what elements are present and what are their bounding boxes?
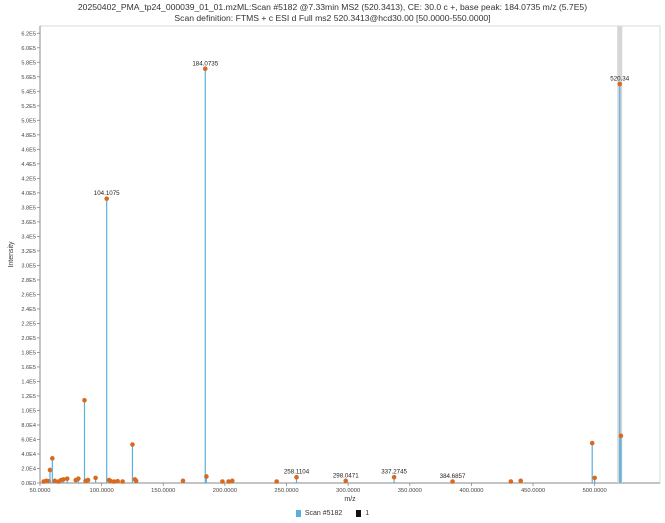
peak-marker	[76, 476, 81, 481]
y-tick-label: 3.8E5	[21, 206, 36, 212]
peak-marker	[226, 479, 231, 484]
peak-label: 104.1075	[94, 190, 120, 197]
legend-item-1[interactable]: 1	[356, 510, 369, 517]
peak-label: 337.2745	[381, 469, 407, 476]
title-line-1: 20250402_PMA_tp24_000039_01_01.mzML:Scan…	[77, 2, 588, 12]
y-tick-label: 3.6E5	[21, 220, 36, 226]
peak-marker	[589, 440, 595, 446]
peak-marker	[52, 478, 58, 484]
y-tick-label: 2.0E5	[21, 336, 36, 342]
peak-marker	[343, 478, 349, 484]
y-tick-label: 8.0E4	[21, 423, 36, 429]
y-tick-label: 4.8E5	[21, 133, 36, 139]
peak-marker	[180, 478, 186, 484]
legend-swatch-scan	[295, 510, 301, 517]
y-tick-label: 4.6E5	[21, 148, 36, 154]
peak-marker	[47, 467, 53, 473]
y-tick-label: 1.0E5	[21, 409, 36, 415]
y-tick-label: 5.2E5	[21, 104, 36, 110]
legend-label-scan: Scan #5182	[304, 510, 343, 517]
peak-marker	[617, 81, 623, 87]
peak-marker	[64, 476, 70, 481]
peak-marker	[85, 477, 91, 483]
peak-marker	[104, 196, 109, 201]
x-axis-title: m/z	[344, 496, 356, 503]
legend-item-scan[interactable]: Scan #5182	[295, 510, 343, 517]
peak-marker	[592, 475, 597, 481]
peak-label: 184.0735	[192, 60, 218, 67]
legend: Scan #5182 1	[0, 510, 665, 519]
peak-marker	[294, 474, 299, 480]
peak-marker	[93, 475, 98, 481]
peak-marker	[130, 442, 135, 447]
peak-marker	[115, 478, 120, 484]
plot-frame	[39, 25, 661, 484]
y-tick-label: 1.8E5	[21, 351, 36, 357]
y-tick-label: 1.2E5	[21, 394, 36, 400]
y-tick-label: 2.4E5	[21, 307, 36, 313]
peak-marker	[82, 398, 87, 403]
peak-marker	[107, 478, 113, 484]
legend-label-1: 1	[365, 510, 370, 517]
y-tick-label: 2.6E5	[21, 293, 36, 299]
y-tick-label: 4.0E4	[21, 452, 36, 458]
y-tick-label: 4.4E5	[21, 162, 36, 168]
x-tick-label: 300.0000	[336, 488, 360, 494]
y-tick-label: 3.0E5	[21, 264, 36, 270]
chart-title: 20250402_PMA_tp24_000039_01_01.mzML:Scan…	[0, 2, 665, 23]
y-tick-label: 5.6E5	[21, 75, 36, 81]
x-tick-label: 450.0000	[521, 488, 545, 494]
peak-marker	[202, 66, 208, 72]
x-tick-label: 50.0000	[30, 488, 51, 494]
title-line-2: Scan definition: FTMS + c ESI d Full ms2…	[174, 12, 491, 23]
y-tick-label: 0.0E0	[21, 481, 36, 487]
y-tick-label: 2.0E4	[21, 467, 36, 473]
y-tick-label: 5.8E5	[21, 60, 36, 66]
peak-marker	[61, 477, 66, 482]
x-tick-label: 100.0000	[90, 488, 114, 494]
y-tick-label: 4.2E5	[21, 177, 36, 183]
y-tick-label: 5.0E5	[21, 119, 36, 125]
peak-marker	[450, 479, 455, 484]
peak-marker	[274, 479, 279, 484]
peak-marker	[229, 478, 235, 484]
x-tick-label: 250.0000	[274, 488, 298, 494]
x-tick-label: 350.0000	[398, 488, 422, 494]
y-axis-title: Intensity	[8, 241, 15, 268]
x-tick-label: 400.0000	[459, 488, 483, 494]
y-tick-label: 5.4E5	[21, 89, 36, 95]
y-tick-label: 4.0E5	[21, 191, 36, 197]
peak-marker	[220, 479, 225, 484]
peak-marker	[518, 478, 524, 484]
y-tick-label: 3.2E5	[21, 249, 36, 255]
peak-label: 384.6857	[440, 473, 466, 480]
y-tick-label: 3.4E5	[21, 235, 36, 241]
peak-marker	[391, 474, 397, 480]
peak-label: 298.0471	[333, 472, 359, 479]
x-tick-label: 500.0000	[583, 488, 607, 494]
y-tick-label: 1.6E5	[21, 365, 36, 371]
y-tick-label: 2.2E5	[21, 322, 36, 328]
x-tick-label: 150.0000	[151, 488, 175, 494]
y-tick-label: 1.4E5	[21, 380, 36, 386]
peak-marker	[111, 479, 117, 484]
spectrum-chart: 0.0E0 2.0E4 4.0E4 6.0E4 8.0E4 1.0E5 1.2E5 1.4E5…	[8, 25, 661, 503]
y-tick-label: 2.8E5	[21, 278, 36, 284]
peak-marker	[508, 479, 514, 484]
peak-marker	[618, 433, 624, 439]
x-tick-label: 200.0000	[213, 488, 237, 494]
y-tick-label: 6.0E5	[21, 46, 36, 52]
peak-label: 520.34	[610, 76, 629, 83]
legend-swatch-1	[356, 510, 362, 517]
y-tick-label: 6.0E4	[21, 438, 36, 444]
peak-label: 258.1104	[284, 469, 310, 476]
peak-marker	[50, 456, 55, 461]
peak-marker	[120, 479, 125, 484]
y-tick-label: 6.2E5	[21, 31, 36, 37]
peak-marker	[133, 478, 139, 484]
peak-marker	[204, 474, 209, 479]
